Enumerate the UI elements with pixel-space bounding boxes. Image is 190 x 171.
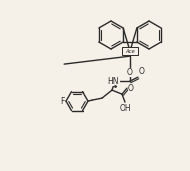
- Text: OH: OH: [119, 104, 131, 113]
- Text: F: F: [61, 97, 65, 106]
- Text: Ace: Ace: [125, 49, 135, 54]
- FancyBboxPatch shape: [122, 47, 138, 55]
- Text: O: O: [139, 67, 145, 76]
- Text: HN: HN: [108, 77, 119, 86]
- Text: O: O: [127, 68, 133, 77]
- Text: O: O: [128, 84, 134, 93]
